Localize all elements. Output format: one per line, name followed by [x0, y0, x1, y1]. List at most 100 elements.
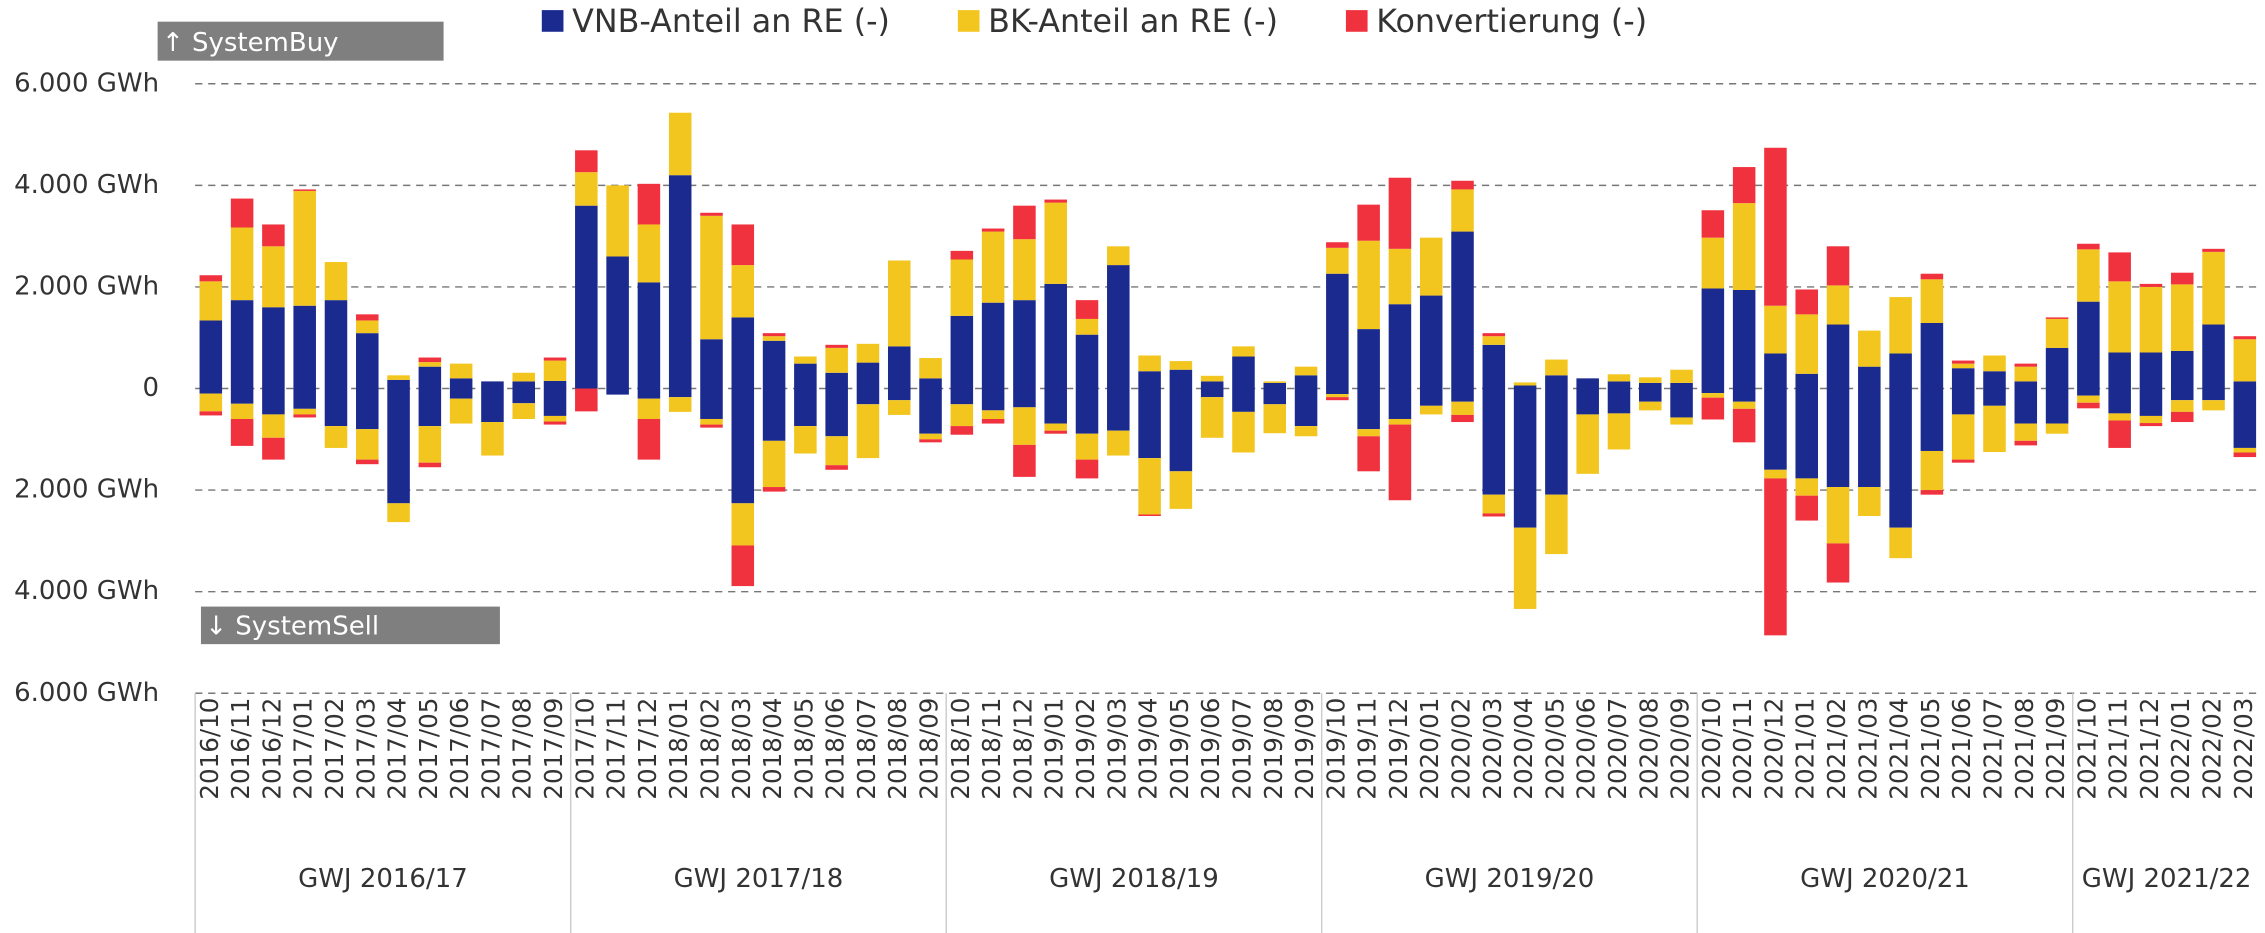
bar-sell	[1326, 397, 1349, 401]
bar-buy	[1576, 378, 1599, 389]
bar-sell	[230, 403, 254, 419]
bar-sell	[731, 388, 755, 504]
bar-sell	[1889, 388, 1912, 528]
bar-buy	[2014, 363, 2038, 367]
bar-buy	[1920, 279, 1944, 323]
bar-sell	[2045, 388, 2069, 424]
bar-buy	[762, 333, 786, 337]
legend-swatch	[541, 10, 564, 32]
bar-sell	[1858, 487, 1881, 516]
bar-sell	[199, 388, 223, 394]
bar-buy	[575, 205, 598, 389]
bar-buy	[1451, 180, 1474, 190]
bar-sell	[1169, 388, 1193, 472]
x-tick-label: 2020/09	[1666, 698, 1695, 800]
bar-sell	[230, 388, 254, 404]
bar-sell	[950, 404, 974, 427]
bar-buy	[2139, 283, 2163, 287]
bar-sell	[981, 418, 1005, 424]
bar-sell	[762, 388, 786, 441]
x-tick-label: 2020/10	[1697, 698, 1726, 800]
x-tick-label: 2020/05	[1540, 698, 1569, 800]
bar-buy	[606, 256, 629, 389]
bar-sell	[606, 388, 629, 395]
y-tick-label: 6.000 GWh	[14, 678, 159, 708]
bar-sell	[324, 426, 348, 448]
bar-buy	[1513, 385, 1537, 389]
bar-sell	[1795, 495, 1818, 521]
bar-buy	[1858, 366, 1881, 389]
bar-sell	[1200, 388, 1224, 398]
bar-sell	[2139, 423, 2163, 427]
bar-sell	[1764, 388, 1787, 470]
bar-sell	[324, 388, 348, 427]
bar-buy	[2202, 251, 2225, 325]
bar-buy	[794, 356, 817, 364]
bar-buy	[1138, 355, 1161, 372]
bar-buy	[1826, 324, 1850, 389]
x-tick-label: 2016/12	[257, 698, 286, 800]
bar-sell	[1388, 424, 1412, 501]
x-tick-label: 2018/08	[883, 698, 912, 800]
bar-buy	[1732, 289, 1756, 389]
bar-buy	[1764, 147, 1787, 306]
bar-buy	[1701, 210, 1725, 238]
bar-buy	[950, 259, 974, 316]
bar-sell	[1482, 388, 1506, 495]
bar-sell	[700, 424, 723, 428]
bar-sell	[2202, 388, 2225, 401]
bar-buy	[418, 362, 442, 367]
bar-buy	[2077, 249, 2100, 302]
x-tick-label: 2017/01	[289, 698, 318, 800]
bar-sell	[2170, 400, 2194, 412]
bar-buy	[2077, 243, 2100, 250]
bar-sell	[2233, 447, 2257, 453]
bar-sell	[481, 388, 504, 423]
bar-sell	[1232, 388, 1255, 412]
bar-sell	[856, 404, 880, 459]
bar-buy	[2108, 352, 2131, 389]
bar-sell	[1920, 450, 1944, 491]
bar-sell	[794, 426, 817, 454]
bar-buy	[1263, 382, 1287, 389]
bar-buy	[2045, 318, 2069, 348]
bar-buy	[1920, 273, 1944, 280]
bar-sell	[2077, 402, 2100, 409]
bar-sell	[1732, 401, 1756, 409]
bar-sell	[1451, 388, 1474, 402]
bar-sell	[1701, 397, 1725, 420]
bar-buy	[700, 212, 723, 216]
group-label: GWJ 2017/18	[674, 864, 844, 894]
bar-sell	[1983, 388, 2006, 406]
bar-buy	[2045, 317, 2069, 319]
x-tick-label: 2017/06	[445, 698, 474, 800]
bar-sell	[2014, 388, 2038, 424]
bar-sell	[481, 422, 504, 456]
bar-sell	[1419, 388, 1443, 406]
x-tick-label: 2021/10	[2072, 698, 2101, 800]
x-tick-label: 2019/11	[1353, 698, 1382, 800]
bar-buy	[1200, 381, 1224, 389]
x-tick-label: 2020/03	[1478, 698, 1507, 800]
bar-buy	[324, 300, 348, 389]
bar-sell	[2233, 452, 2257, 458]
y-tick-label: 6.000 GWh	[14, 68, 159, 98]
bar-sell	[293, 408, 316, 415]
bar-buy	[2170, 350, 2194, 389]
bar-buy	[1169, 361, 1193, 370]
bar-sell	[731, 545, 755, 587]
bar-sell	[700, 418, 723, 425]
bar-sell	[1545, 494, 1568, 555]
bar-sell	[356, 459, 379, 465]
bar-buy	[1326, 247, 1349, 274]
bar-sell	[543, 415, 567, 422]
x-tick-label: 2016/11	[226, 698, 255, 800]
bar-sell	[1607, 413, 1631, 450]
bar-buy	[2202, 248, 2225, 252]
x-tick-label: 2019/06	[1196, 698, 1225, 800]
bar-buy	[1795, 314, 1818, 374]
bar-sell	[1920, 490, 1944, 495]
bar-buy	[981, 228, 1005, 232]
bar-buy	[1357, 240, 1380, 330]
bar-buy	[2077, 301, 2100, 389]
